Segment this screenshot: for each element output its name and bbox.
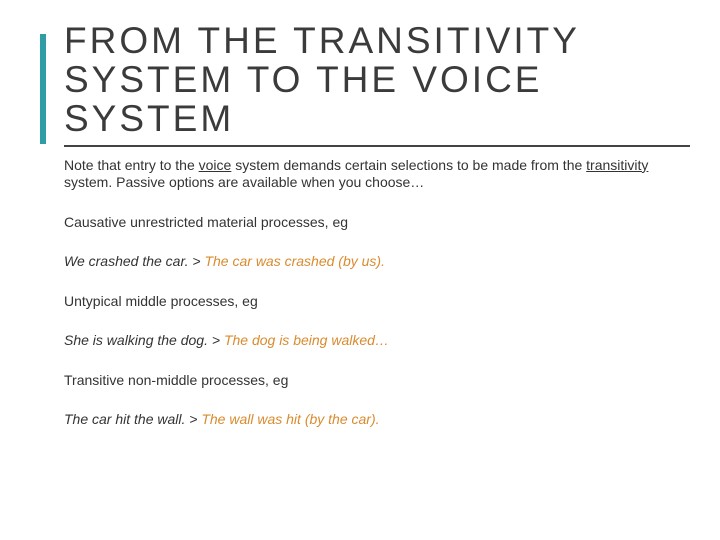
intro-text-mid: system demands certain selections to be … xyxy=(231,157,586,173)
section-1-example-orange: The car was crashed (by us). xyxy=(204,253,385,269)
section-1-example: We crashed the car. > The car was crashe… xyxy=(64,253,690,271)
slide-body: Note that entry to the voice system dema… xyxy=(64,157,690,429)
intro-text-post: system. Passive options are available wh… xyxy=(64,174,424,190)
slide: FROM THE TRANSITIVITY SYSTEM TO THE VOIC… xyxy=(0,0,720,540)
section-2-example-orange: The dog is being walked… xyxy=(224,332,389,348)
section-3-label: Transitive non-middle processes, eg xyxy=(64,372,690,390)
intro-underline-transitivity: transitivity xyxy=(586,157,648,173)
section-3-example: The car hit the wall. > The wall was hit… xyxy=(64,411,690,429)
section-3-example-orange: The wall was hit (by the car). xyxy=(201,411,379,427)
section-2-label: Untypical middle processes, eg xyxy=(64,293,690,311)
accent-bar xyxy=(40,34,46,144)
intro-text-pre: Note that entry to the xyxy=(64,157,199,173)
section-1-label: Causative unrestricted material processe… xyxy=(64,214,690,232)
section-2-example: She is walking the dog. > The dog is bei… xyxy=(64,332,690,350)
slide-title: FROM THE TRANSITIVITY SYSTEM TO THE VOIC… xyxy=(64,22,690,147)
section-1-example-lead: We crashed the car. > xyxy=(64,253,204,269)
intro-underline-voice: voice xyxy=(199,157,232,173)
section-3-example-lead: The car hit the wall. > xyxy=(64,411,201,427)
section-2-example-lead: She is walking the dog. > xyxy=(64,332,224,348)
intro-paragraph: Note that entry to the voice system dema… xyxy=(64,157,690,192)
